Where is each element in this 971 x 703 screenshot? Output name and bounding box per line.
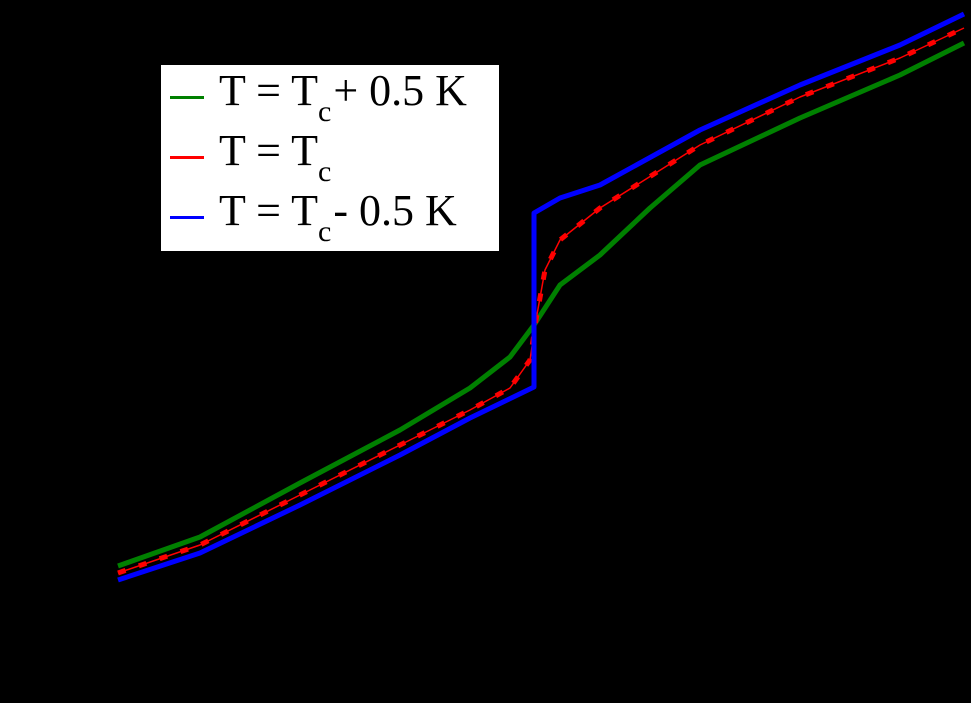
legend-item-tc: T = Tc — [161, 125, 499, 188]
legend-swatch-red — [170, 156, 204, 159]
legend: T = Tc+ 0.5 K T = Tc T = Tc- 0.5 K — [160, 64, 500, 252]
series-line-2 — [117, 11, 966, 583]
legend-item-below-tc: T = Tc- 0.5 K — [161, 185, 499, 248]
legend-item-above-tc: T = Tc+ 0.5 K — [161, 65, 499, 128]
legend-label: T = Tc — [219, 126, 332, 188]
series-line-0 — [117, 40, 966, 569]
legend-label: T = Tc- 0.5 K — [219, 186, 457, 248]
legend-swatch-blue — [170, 216, 204, 219]
legend-label: T = Tc+ 0.5 K — [219, 66, 467, 128]
legend-swatch-green — [170, 96, 204, 99]
series-layer — [117, 11, 966, 583]
